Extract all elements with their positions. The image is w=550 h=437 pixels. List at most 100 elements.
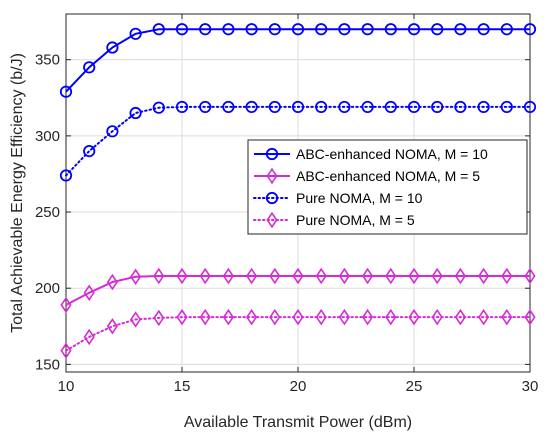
data-point <box>83 284 95 302</box>
data-point <box>501 308 513 326</box>
data-point <box>500 100 513 114</box>
data-point <box>130 268 142 286</box>
data-point <box>407 23 421 36</box>
y-tick-label: 150 <box>35 356 60 373</box>
data-point <box>106 125 119 138</box>
data-point <box>199 23 212 36</box>
data-point <box>291 23 305 36</box>
data-point <box>431 100 444 114</box>
legend: ABC-enhanced NOMA, M = 10 ABC-enhanced NO… <box>247 139 528 235</box>
data-point <box>60 342 72 359</box>
y-tick-label: 350 <box>35 52 60 69</box>
data-point <box>129 27 142 40</box>
data-point <box>59 169 73 182</box>
legend-label: Pure NOMA, M = 5 <box>296 212 415 228</box>
series-line <box>65 316 531 352</box>
data-point <box>408 267 420 285</box>
legend-item: ABC-enhanced NOMA, M = 10 <box>254 146 488 162</box>
data-point <box>60 296 72 314</box>
data-point <box>129 106 142 120</box>
data-point <box>523 23 537 36</box>
data-point <box>361 23 374 36</box>
data-point <box>246 267 258 285</box>
data-point <box>431 23 444 36</box>
data-point <box>478 267 490 285</box>
data-point <box>477 100 490 114</box>
data-point <box>153 267 165 285</box>
y-axis-label: Total Achievable Energy Efficiency (b/J) <box>9 53 26 333</box>
data-point <box>291 100 305 114</box>
data-point <box>222 100 235 114</box>
data-point <box>524 308 536 326</box>
data-point <box>338 267 350 285</box>
data-point <box>246 308 258 326</box>
data-point <box>106 273 118 291</box>
data-point <box>385 267 397 285</box>
data-point <box>245 100 258 114</box>
legend-item: Pure NOMA, M = 5 <box>253 211 415 229</box>
data-point <box>315 100 328 114</box>
data-point <box>315 23 328 36</box>
data-point <box>222 23 235 36</box>
data-point <box>268 23 281 36</box>
data-point <box>362 267 374 285</box>
data-point <box>245 23 258 36</box>
data-point <box>106 318 118 335</box>
legend-marker <box>265 147 279 161</box>
data-point <box>315 308 327 326</box>
legend-label: Pure NOMA, M = 10 <box>296 190 423 206</box>
data-point <box>454 267 466 285</box>
data-point <box>454 308 466 326</box>
data-point <box>292 308 304 326</box>
data-point <box>222 267 234 285</box>
data-point <box>431 267 443 285</box>
legend-marker <box>265 191 279 205</box>
x-tick-label: 20 <box>290 378 307 395</box>
x-tick-label: 15 <box>174 378 191 395</box>
data-point <box>384 23 397 36</box>
series-1 <box>59 23 537 98</box>
x-axis-label: Available Transmit Power (dBm) <box>184 414 412 431</box>
data-point <box>524 267 536 285</box>
data-point <box>176 308 188 326</box>
y-tick-label: 200 <box>35 280 60 297</box>
data-point <box>454 23 467 36</box>
data-point <box>338 100 351 114</box>
series-layer <box>59 23 537 359</box>
legend-item: ABC-enhanced NOMA, M = 5 <box>254 167 480 185</box>
data-point <box>269 267 281 285</box>
data-point <box>106 41 119 54</box>
data-point <box>59 85 73 98</box>
data-point <box>523 100 537 114</box>
data-point <box>408 308 420 326</box>
x-tick-label: 25 <box>406 378 423 395</box>
series-4 <box>60 308 536 359</box>
data-point <box>478 308 490 326</box>
data-point <box>362 308 374 326</box>
data-point <box>222 308 234 326</box>
data-point <box>199 267 211 285</box>
data-point <box>83 328 95 346</box>
data-point <box>199 308 211 326</box>
x-tick-label: 30 <box>522 378 539 395</box>
data-point <box>431 308 443 326</box>
data-point <box>83 145 96 158</box>
series-line <box>65 105 531 177</box>
data-point <box>269 308 281 326</box>
data-point <box>175 100 189 114</box>
series-3 <box>59 100 537 182</box>
data-point <box>152 23 165 36</box>
data-point <box>477 23 490 36</box>
series-line <box>65 275 530 306</box>
data-point <box>292 267 304 285</box>
x-tick-label: 10 <box>58 378 75 395</box>
axis-ticks: 10 15 20 25 30 150 200 250 300 350 <box>35 14 538 395</box>
data-point <box>454 100 467 114</box>
y-tick-label: 300 <box>35 128 60 145</box>
data-point <box>199 100 212 114</box>
data-point <box>152 101 165 114</box>
data-point <box>268 100 281 114</box>
legend-label: ABC-enhanced NOMA, M = 5 <box>296 168 480 184</box>
series-line <box>65 28 530 93</box>
